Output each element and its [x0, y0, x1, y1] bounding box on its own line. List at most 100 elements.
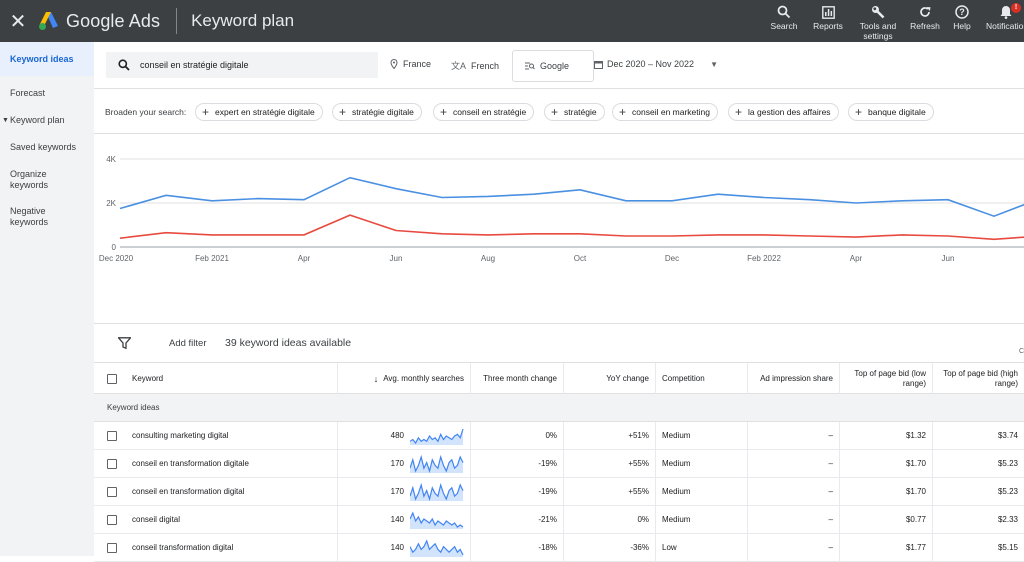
sparkline-area [410, 484, 463, 501]
yoy-change-cell: +55% [563, 478, 655, 505]
sparkline-area [410, 540, 463, 557]
sidebar: Keyword ideas Forecast ▼ Keyword plan Sa… [0, 42, 94, 556]
broaden-chip[interactable]: + la gestion des affaires [728, 103, 839, 121]
avg-searches-cell-text: 480 [390, 431, 404, 440]
competition-cell: Medium [655, 422, 747, 449]
x-tick-label: Aug [481, 254, 495, 263]
avg-searches-cell: 140 [337, 534, 470, 561]
low-bid-cell: $0.77 [839, 506, 932, 533]
competition-cell-text: Medium [662, 515, 691, 524]
column-yoy-change[interactable]: YoY change [563, 363, 655, 394]
chip-label: banque digitale [868, 107, 926, 117]
high-bid-cell: $3.74 [932, 422, 1024, 449]
refresh-button[interactable]: Refresh [904, 0, 946, 42]
select-all-checkbox[interactable] [107, 363, 127, 394]
caret-down-icon: ▼ [2, 117, 9, 124]
broaden-chip[interactable]: + stratégie [544, 103, 605, 121]
competition-cell: Medium [655, 478, 747, 505]
competition-cell-text: Medium [662, 487, 691, 496]
keyword-cell: conseil digital [132, 506, 337, 533]
three-month-change-cell-text: -19% [538, 459, 557, 468]
three-month-change-cell: 0% [470, 422, 563, 449]
sidebar-item-keyword-plan[interactable]: ▼ Keyword plan [0, 115, 94, 126]
column-competition[interactable]: Competition [655, 363, 747, 394]
close-icon[interactable]: ✕ [9, 10, 27, 33]
column-label: Ad impression share [760, 373, 833, 383]
chip-label: expert en stratégie digitale [215, 107, 315, 117]
calendar-icon [594, 60, 603, 69]
broaden-chip[interactable]: + stratégie digitale [332, 103, 422, 121]
reports-button[interactable]: Reports [804, 0, 852, 42]
row-checkbox[interactable] [107, 422, 127, 449]
row-checkbox[interactable] [107, 506, 127, 533]
x-tick-label: Apr [298, 254, 311, 263]
search-input[interactable]: conseil en stratégie digitale [106, 52, 378, 78]
competition-cell-text: Medium [662, 431, 691, 440]
filter-icon[interactable] [118, 337, 131, 349]
high-bid-cell: $5.23 [932, 450, 1024, 477]
add-filter-button[interactable]: Add filter [169, 338, 207, 349]
ad-impression-share-cell-text: – [828, 543, 833, 552]
column-avg-monthly-searches[interactable]: ↓ Avg. monthly searches [337, 363, 470, 394]
avg-searches-cell: 170 [337, 478, 470, 505]
row-checkbox[interactable] [107, 450, 127, 477]
keyword-cell-text: conseil transformation digital [132, 543, 234, 552]
notifications-button[interactable]: Notifications ! [978, 0, 1024, 42]
ideas-count: 39 keyword ideas available [225, 337, 352, 349]
app-name: Google Ads [66, 10, 161, 31]
language-selector[interactable]: 文A French [451, 59, 499, 72]
high-bid-cell: $5.23 [932, 478, 1024, 505]
sidebar-item-organize-keywords[interactable]: Organize keywords [0, 169, 60, 191]
sidebar-item-keyword-ideas[interactable]: Keyword ideas [0, 42, 94, 76]
low-bid-cell-text: $1.32 [905, 431, 926, 440]
row-checkbox[interactable] [107, 534, 127, 561]
google-ads-logo[interactable]: Google Ads [38, 11, 160, 32]
high-bid-cell-text: $3.74 [997, 431, 1018, 440]
reports-label: Reports [813, 21, 843, 31]
x-tick-label: Jun [942, 254, 955, 263]
row-checkbox[interactable] [107, 478, 127, 505]
sidebar-item-saved-keywords[interactable]: Saved keywords [0, 142, 94, 153]
yoy-change-cell-text: 0% [637, 515, 649, 524]
sidebar-item-label: Organize keywords [10, 169, 49, 190]
table-row[interactable]: conseil transformation digital 140 -18% -36… [94, 534, 1024, 562]
trend-sparkline [410, 454, 464, 473]
column-ad-impression-share[interactable]: Ad impression share [747, 363, 839, 394]
x-tick-label: Feb 2022 [747, 254, 781, 263]
search-row: conseil en stratégie digitale France 文A … [94, 42, 1024, 88]
sidebar-item-negative-keywords[interactable]: Negative keywords [0, 206, 60, 228]
high-bid-cell-text: $5.23 [997, 487, 1018, 496]
broaden-chip[interactable]: + conseil en marketing [612, 103, 718, 121]
low-bid-cell-text: $0.77 [905, 515, 926, 524]
column-high-bid[interactable]: Top of page bid (high range) [932, 363, 1024, 394]
broaden-chip[interactable]: + banque digitale [848, 103, 934, 121]
avg-searches-cell: 480 [337, 422, 470, 449]
columns-button-truncated[interactable]: C [1018, 348, 1024, 355]
search-button[interactable]: Search [764, 0, 804, 42]
table-row[interactable]: conseil digital 140 -21% 0% Medium – $0.77 $2.3… [94, 506, 1024, 534]
column-three-month-change[interactable]: Three month change [470, 363, 563, 394]
column-keyword[interactable]: Keyword [132, 363, 337, 394]
ad-impression-share-cell: – [747, 478, 839, 505]
chip-label: la gestion des affaires [748, 107, 831, 117]
svg-text:?: ? [959, 7, 965, 17]
date-range-selector[interactable]: Dec 2020 – Nov 2022 ▼ [594, 59, 718, 69]
table-row[interactable]: conseil en transformation digitale 170 -19… [94, 450, 1024, 478]
filter-bar: Add filter 39 keyword ideas available C [94, 324, 1024, 362]
main-content: conseil en stratégie digitale France 文A … [94, 42, 1024, 562]
network-selector[interactable]: Google [512, 50, 594, 82]
high-bid-cell-text: $5.23 [997, 459, 1018, 468]
broaden-chip[interactable]: + expert en stratégie digitale [195, 103, 323, 121]
tools-button[interactable]: Tools and settings [852, 0, 904, 42]
sidebar-item-forecast[interactable]: Forecast [0, 88, 94, 99]
column-low-bid[interactable]: Top of page bid (low range) [839, 363, 932, 394]
table-row[interactable]: conseil en transformation digital 170 -19%… [94, 478, 1024, 506]
y-tick-label: 0 [112, 243, 117, 252]
ad-impression-share-cell: – [747, 506, 839, 533]
location-selector[interactable]: France [390, 59, 431, 69]
search-icon [118, 59, 130, 71]
x-tick-label: Dec [665, 254, 679, 263]
broaden-chip[interactable]: + conseil en stratégie [433, 103, 535, 121]
table-row[interactable]: consulting marketing digital 480 0% +51% Med… [94, 422, 1024, 450]
help-button[interactable]: ? Help [946, 0, 978, 42]
